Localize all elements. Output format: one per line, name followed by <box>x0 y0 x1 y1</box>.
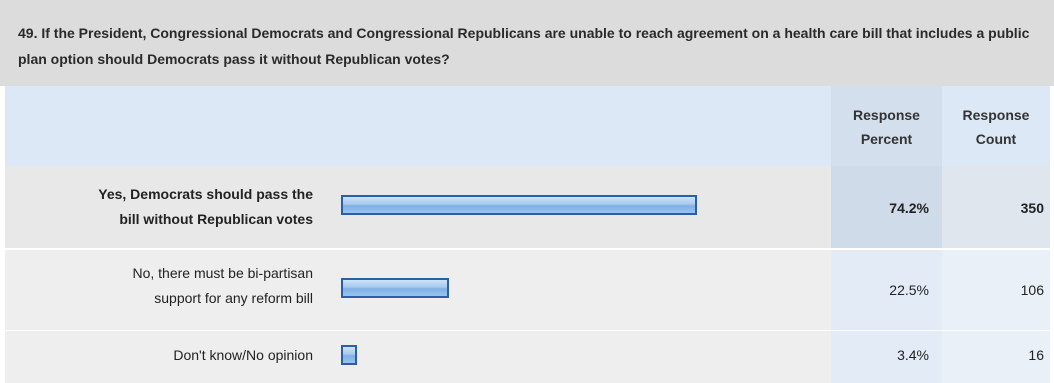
response-bar <box>341 345 357 365</box>
header-blank-cell <box>5 86 831 166</box>
percent-cell <box>831 250 942 330</box>
percent-cell <box>831 166 942 248</box>
response-bar <box>341 195 697 215</box>
answer-label-line: bill without Republican votes <box>119 211 313 227</box>
count-cell <box>942 166 1050 248</box>
response-count-value: 16 <box>1028 347 1044 363</box>
count-cell <box>942 250 1050 330</box>
response-count-header: Response Count <box>942 86 1050 166</box>
response-percent-header: Response Percent <box>831 86 942 166</box>
question-text: 49. If the President, Congressional Demo… <box>0 0 1054 86</box>
answer-label: Don't know/No opinion <box>5 343 313 368</box>
answer-row: Don't know/No opinion 3.4% 16 <box>5 331 1050 383</box>
response-count-value: 106 <box>1020 282 1044 298</box>
answer-row: No, there must be bi-partisan support fo… <box>5 250 1050 330</box>
answer-row: Yes, Democrats should pass the bill with… <box>5 166 1050 248</box>
response-count-header-line2: Count <box>975 131 1017 147</box>
response-count-header-line1: Response <box>962 107 1030 123</box>
count-cell <box>942 331 1050 383</box>
percent-cell <box>831 331 942 383</box>
response-percent-value: 22.5% <box>889 282 929 298</box>
answer-label-line: No, there must be bi-partisan <box>132 265 313 281</box>
response-percent-value: 74.2% <box>889 200 929 216</box>
answer-label-line: Yes, Democrats should pass the <box>98 186 313 202</box>
response-bar <box>341 278 449 298</box>
answer-label: No, there must be bi-partisan support fo… <box>5 261 313 311</box>
answer-label-line: support for any reform bill <box>154 290 313 306</box>
response-count-value: 350 <box>1020 200 1044 216</box>
response-percent-header-line1: Response <box>853 107 920 123</box>
response-percent-value: 3.4% <box>897 347 929 363</box>
response-percent-header-line2: Percent <box>860 131 913 147</box>
answer-label: Yes, Democrats should pass the bill with… <box>5 182 313 232</box>
answer-label-line: Don't know/No opinion <box>173 347 313 363</box>
